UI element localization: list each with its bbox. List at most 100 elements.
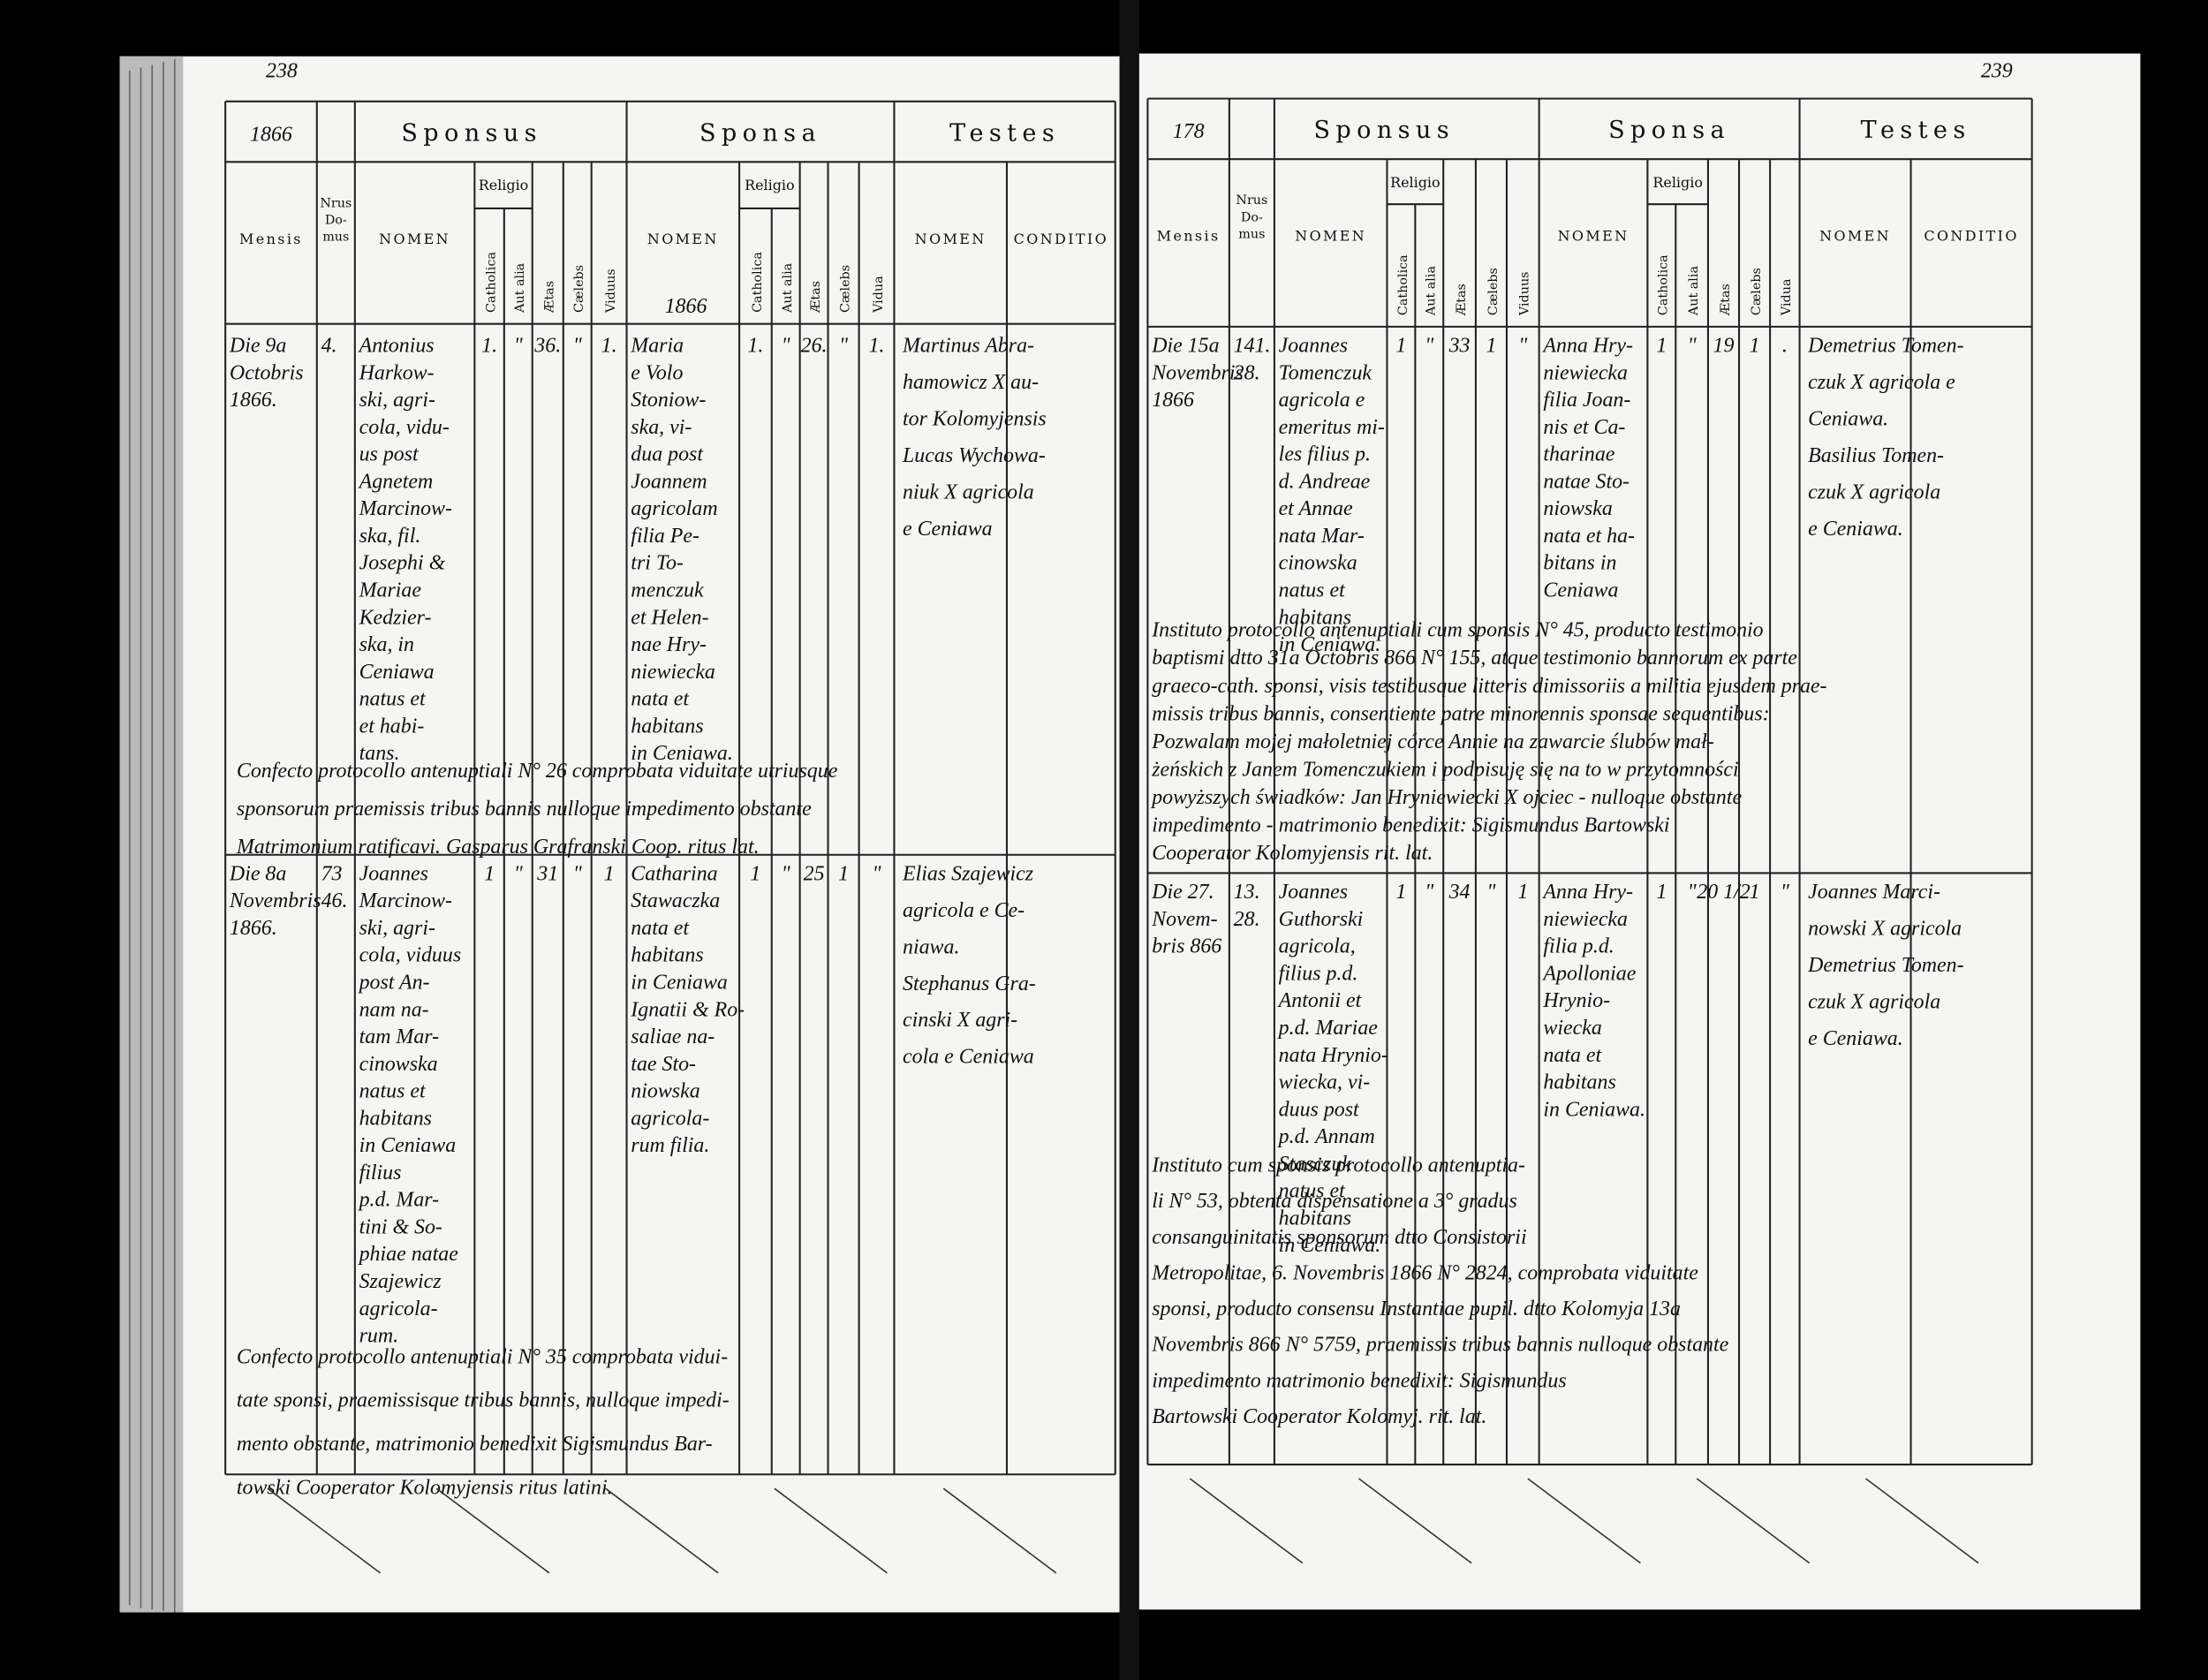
entry-cell: natus et [359, 1080, 427, 1103]
entry-cell: " [1486, 881, 1496, 904]
entry-cell: filius [359, 1162, 402, 1184]
entry-cell: " [782, 862, 791, 885]
column-header: NOMEN [1819, 228, 1891, 245]
column-header: Do- [325, 213, 347, 227]
entry-testes: e Ceniawa. [1808, 1027, 1903, 1050]
entry-cell: bris 866 [1152, 935, 1221, 958]
group-header: Sponsa [1608, 117, 1730, 144]
entry-cell: " [1688, 881, 1698, 904]
entry-cell: natae Sto- [1543, 470, 1630, 493]
entry-cell: p.d. Mar- [358, 1189, 440, 1212]
entry-cell: 1 [1395, 881, 1406, 904]
entry-cell: Ceniawa [359, 661, 435, 684]
column-header: Viduus [604, 269, 618, 314]
column-header: Mensis [1157, 228, 1221, 245]
column-header: Ætas [1719, 284, 1733, 316]
note-line: li N° 53, obtenta dispensatione a 3° gra… [1152, 1190, 1517, 1213]
note-line: żeńskich z Janem Tomenczukiem i podpisuj… [1151, 758, 1738, 781]
entry-cell: et Helen- [631, 606, 708, 629]
entry-cell: 1 [1656, 881, 1667, 904]
entry-cell: nata et [631, 688, 690, 711]
entry-cell: 19 [1713, 335, 1735, 358]
entry-cell: niewiecka [1543, 908, 1628, 931]
entry-cell: 1 [604, 862, 615, 885]
column-header: Mensis [239, 231, 303, 247]
note-line: Metropolitae, 6. Novembris 1866 N° 2824,… [1151, 1261, 1698, 1284]
entry-testes: Joannes Marci- [1808, 881, 1940, 904]
entry-cell: 1 [750, 862, 760, 885]
entry-cell: Harkow- [359, 361, 435, 384]
entry-cell: habitans [1543, 1071, 1615, 1094]
entry-cell: 20 1/2 [1697, 881, 1750, 904]
entry-cell: " [514, 335, 524, 358]
note-line: Confecto protocollo antenuptiali N° 26 c… [237, 760, 838, 783]
entry-cell: niowska [1543, 497, 1612, 520]
closing-stroke [605, 1487, 719, 1574]
corner-year: 1866 [250, 123, 292, 146]
note-line: tate sponsi, praemissisque tribus bannis… [237, 1389, 730, 1412]
entry-cell: Antonii et [1277, 989, 1363, 1012]
column-header: NOMEN [915, 231, 987, 247]
entry-testes: czuk X agricola [1808, 481, 1940, 503]
entry-cell: Octobris [230, 361, 304, 384]
entry-cell: 1. [869, 335, 885, 358]
entry-cell: Die 9a [229, 335, 286, 358]
entry-cell: Hrynio- [1542, 989, 1610, 1012]
note-line: Instituto cum sponsis protocollo antenup… [1151, 1154, 1525, 1177]
column-header: Nrus [1236, 193, 1267, 208]
column-header: Cælebs [1750, 268, 1764, 315]
entry-cell: ska, vi- [631, 416, 692, 439]
entry-cell: ski, agri- [359, 389, 435, 412]
entry-cell: Joannes [1279, 881, 1348, 904]
entry-cell: natus et [1279, 1180, 1346, 1203]
entry-cell: nata Mar- [1279, 525, 1365, 548]
note-line: mento obstante, matrimonio benedixit Sig… [237, 1433, 713, 1456]
entry-cell: " [514, 862, 524, 885]
entry-cell: nis et Ca- [1543, 416, 1625, 439]
column-header: NOMEN [647, 231, 719, 247]
page-number: 238 [266, 60, 298, 83]
entry-cell: nata et ha- [1543, 525, 1635, 548]
entry-cell: et Annae [1279, 497, 1353, 520]
column-header: Nrus [320, 196, 352, 210]
entry-cell: 1. [747, 335, 763, 358]
closing-stroke [1189, 1478, 1304, 1564]
entry-cell: filius p.d. [1279, 962, 1358, 985]
entry-cell: tans. [359, 742, 400, 765]
group-header: Testes [949, 119, 1060, 147]
column-header: Catholica [751, 252, 765, 313]
entry-testes: niawa. [903, 935, 959, 958]
entry-cell: d. Andreae [1279, 470, 1371, 493]
group-header: Testes [1861, 117, 1971, 144]
entry-cell: " [573, 862, 583, 885]
entry-testes: niuk X agricola [903, 481, 1034, 503]
group-header: Sponsus [401, 119, 542, 147]
entry-cell: e Volo [631, 361, 683, 384]
note-line: Novembris 866 N° 5759, praemissis tribus… [1151, 1334, 1728, 1357]
note-line: towski Cooperator Kolomyjensis ritus lat… [237, 1477, 613, 1500]
entry-cell: Tomenczuk [1279, 361, 1372, 384]
column-header: Aut alia [1687, 266, 1701, 317]
note-line: Cooperator Kolomyjensis rit. lat. [1152, 842, 1433, 865]
entry-cell: 1. [601, 335, 617, 358]
entry-cell: nata et [1543, 1044, 1602, 1067]
entry-cell: et habi- [359, 715, 425, 738]
entry-cell: " [1425, 881, 1434, 904]
entry-cell: Antonius [358, 335, 435, 358]
entry-cell: nata et [631, 917, 690, 940]
entry-cell: filia p.d. [1543, 935, 1614, 958]
entry-cell: 28. [1234, 908, 1260, 931]
entry-cell: " [872, 862, 881, 885]
religio-header: Religio [479, 177, 529, 193]
entry-cell: bitans in [1543, 552, 1616, 575]
page-edge-lines [128, 58, 176, 1613]
column-header: Aut alia [1425, 266, 1439, 317]
column-header: CONDITIO [1014, 231, 1108, 247]
entry-cell: " [1781, 881, 1790, 904]
entry-cell: rum filia. [631, 1134, 709, 1157]
entry-testes: e Ceniawa [903, 518, 993, 541]
column-header: Do- [1241, 210, 1263, 224]
entry-cell: p.d. Mariae [1277, 1017, 1379, 1040]
entry-cell: cola, viduus [359, 944, 462, 967]
column-header: Catholica [1396, 254, 1410, 315]
